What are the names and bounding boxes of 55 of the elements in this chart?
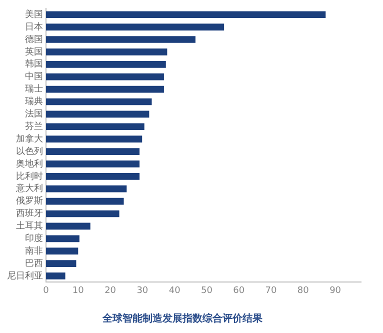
- bar: [46, 235, 80, 242]
- x-tick-label: 90: [330, 286, 342, 296]
- bar: [46, 260, 76, 267]
- x-tick-label: 80: [297, 286, 310, 296]
- bar: [46, 198, 124, 205]
- y-tick-label: 法国: [25, 108, 43, 120]
- y-tick-label: 比利时: [16, 170, 43, 182]
- bar: [46, 210, 120, 218]
- bar: [46, 60, 166, 68]
- y-tick-label: 瑞典: [25, 96, 43, 108]
- x-tick-label: 20: [104, 286, 116, 296]
- bar: [46, 136, 142, 142]
- bar: [46, 110, 150, 118]
- bar: [46, 160, 140, 168]
- bar: [46, 73, 164, 80]
- y-tick-label: 加拿大: [16, 133, 43, 144]
- y-tick-label: 印度: [25, 232, 43, 244]
- y-tick-label: 以色列: [16, 146, 43, 157]
- y-tick-label: 土耳其: [16, 220, 43, 232]
- bar: [46, 248, 78, 255]
- bar: [46, 185, 127, 192]
- bar: [46, 148, 140, 155]
- bar: [46, 123, 144, 130]
- bar: [46, 172, 140, 180]
- y-tick-label: 德国: [25, 34, 43, 45]
- x-tick-label: 10: [72, 286, 84, 296]
- y-tick-label: 韩国: [25, 58, 43, 70]
- bar: [46, 36, 196, 43]
- bar: [46, 98, 152, 106]
- bar: [46, 48, 168, 56]
- bar: [46, 222, 90, 230]
- y-tick-label: 芬兰: [25, 120, 43, 132]
- y-tick-label: 尼日利亚: [7, 270, 43, 282]
- y-tick-label: 美国: [25, 8, 43, 20]
- x-tick-label: 70: [265, 286, 277, 296]
- bar: [46, 86, 164, 93]
- y-tick-label: 俄罗斯: [16, 196, 43, 207]
- y-tick-label: 瑞士: [25, 84, 43, 95]
- y-tick-label: 日本: [25, 21, 43, 32]
- text: 全球智能制造发展指数综合评价结果: [102, 312, 264, 325]
- bar: [46, 24, 224, 30]
- y-tick-label: 奥地利: [16, 158, 43, 170]
- y-tick-label: 意大利: [15, 183, 43, 194]
- y-tick-label: 南非: [25, 245, 43, 256]
- y-tick-label: 英国: [25, 46, 43, 58]
- bar: [46, 272, 66, 280]
- x-tick-label: 50: [200, 286, 213, 296]
- x-tick-label: 30: [136, 286, 148, 296]
- x-tick-label: 40: [168, 286, 181, 296]
- bar: [46, 11, 326, 18]
- x-tick-label: 60: [233, 286, 245, 296]
- y-tick-label: 巴西: [25, 258, 43, 269]
- x-tick-label: 0: [43, 286, 50, 296]
- y-tick-label: 中国: [25, 71, 43, 82]
- y-tick-label: 西班牙: [16, 208, 43, 220]
